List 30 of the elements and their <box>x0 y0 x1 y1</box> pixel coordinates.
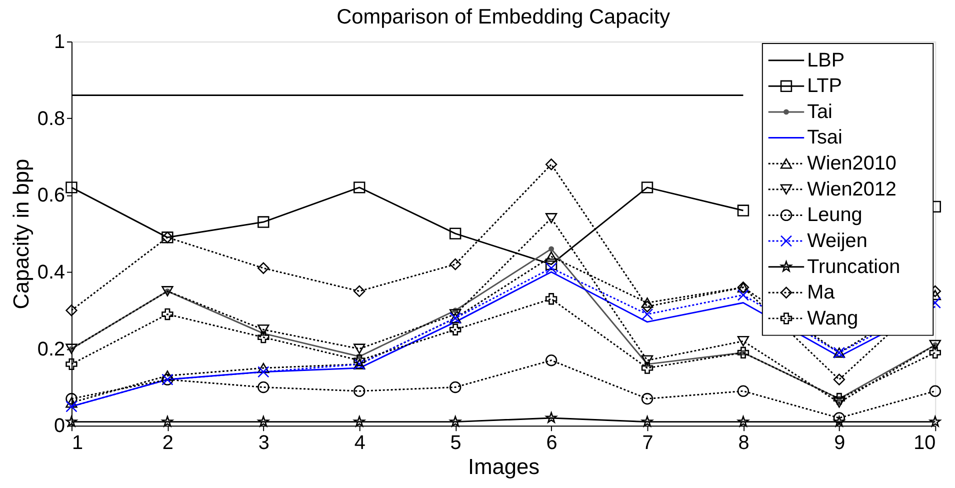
legend-label: Wien2012 <box>807 178 896 200</box>
chart-title: Comparison of Embedding Capacity <box>336 6 671 29</box>
x-tick-label: 10 <box>914 432 936 454</box>
x-tick-label: 5 <box>450 432 462 454</box>
y-tick-label: 0.4 <box>37 261 66 284</box>
legend-label: LBP <box>807 49 845 72</box>
y-tick-label: 0.6 <box>37 184 66 207</box>
legend-label: Truncation <box>807 256 900 278</box>
y-axis-title: Capacity in bpp <box>8 158 34 310</box>
y-tick-label: 1 <box>54 30 66 53</box>
legend-label: Weijen <box>807 230 868 252</box>
x-tick-label: 2 <box>162 432 174 454</box>
legend-label: LTP <box>807 75 842 98</box>
x-tick-label: 8 <box>738 432 750 454</box>
legend-label: Tai <box>807 100 832 123</box>
x-tick-label: 4 <box>354 432 366 454</box>
legend-label: Tsai <box>807 126 842 149</box>
y-tick-label: 0.8 <box>37 108 66 130</box>
x-tick-label: 3 <box>258 432 270 454</box>
x-tick-label: 9 <box>834 432 846 454</box>
y-tick-label: 0.2 <box>37 338 66 360</box>
x-tick-label: 7 <box>642 432 654 454</box>
x-tick-label: 6 <box>546 432 558 454</box>
x-axis-title: Images <box>468 454 540 479</box>
legend-label: Wien2010 <box>807 152 896 175</box>
legend-label: Leung <box>807 204 862 226</box>
legend-label: Ma <box>807 282 836 304</box>
y-tick-label: 0 <box>54 415 66 438</box>
x-tick-label: 1 <box>72 432 84 454</box>
legend-label: Wang <box>807 307 858 330</box>
